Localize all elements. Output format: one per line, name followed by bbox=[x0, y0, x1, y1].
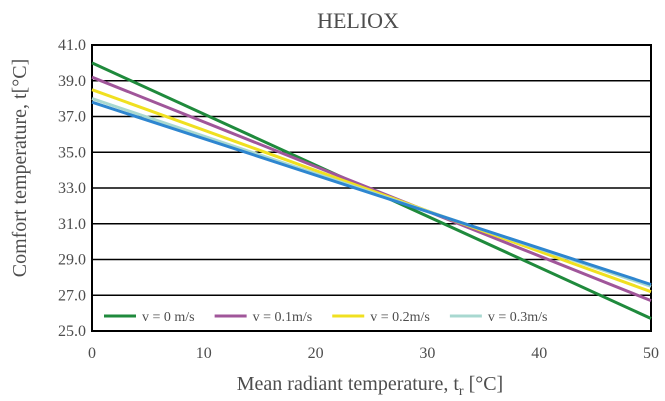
x-tick-label: 50 bbox=[643, 345, 659, 362]
x-tick-label: 0 bbox=[88, 345, 96, 362]
plot-area bbox=[91, 44, 652, 332]
x-axis-label-main: Mean radiant temperature, t bbox=[237, 373, 460, 395]
y-axis-label: Comfort temperature, t[°C] bbox=[9, 59, 31, 278]
series-line-3 bbox=[91, 88, 652, 294]
x-axis-label-subscript: r bbox=[459, 384, 464, 399]
y-tick-label: 27.0 bbox=[58, 287, 86, 304]
series-lines bbox=[91, 61, 652, 320]
x-axis-label-unit: [°C] bbox=[464, 373, 504, 395]
x-tick-label: 40 bbox=[531, 345, 547, 362]
x-tick-label: 30 bbox=[419, 345, 435, 362]
y-tick-label: 33.0 bbox=[58, 180, 86, 197]
x-tick-label: 20 bbox=[308, 345, 324, 362]
y-tick-label: 25.0 bbox=[58, 323, 86, 340]
chart-title: HELIOX bbox=[317, 8, 399, 33]
y-tick-label: 29.0 bbox=[58, 252, 86, 269]
y-tick-label: 39.0 bbox=[58, 73, 86, 90]
legend-label: v = 0.2m/s bbox=[370, 310, 430, 325]
series-line-5 bbox=[91, 100, 652, 286]
y-tick-label: 41.0 bbox=[58, 37, 86, 54]
y-tick-label: 31.0 bbox=[58, 216, 86, 233]
x-axis-label: Mean radiant temperature, tr [°C] bbox=[237, 373, 503, 399]
legend-label: v = 0.3m/s bbox=[488, 310, 548, 325]
legend-label: v = 0 m/s bbox=[142, 310, 195, 325]
series-line-2 bbox=[91, 75, 652, 302]
y-tick-label: 35.0 bbox=[58, 144, 86, 161]
legend-label: v = 0.1m/s bbox=[253, 310, 313, 325]
legend: v = 0 m/s v = 0.1m/s v = 0.2m/s v = 0.3m/s bbox=[104, 310, 548, 325]
x-tick-label: 10 bbox=[196, 345, 212, 362]
x-tick-labels: 0 10 20 30 40 50 bbox=[88, 345, 659, 362]
y-tick-label: 37.0 bbox=[58, 109, 86, 126]
y-tick-labels: 25.0 27.0 29.0 31.0 33.0 35.0 37.0 39.0 41.0 bbox=[58, 37, 86, 340]
